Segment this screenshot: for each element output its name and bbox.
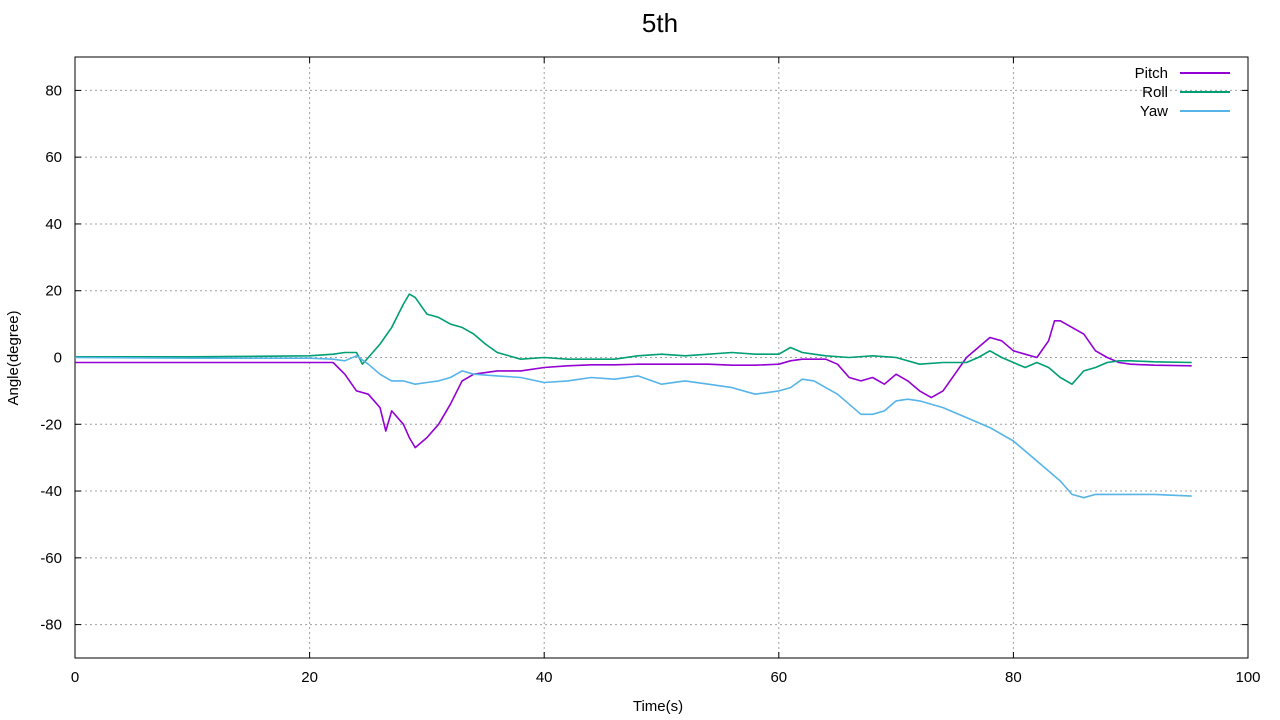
y-tick-label: -20 [40,416,62,433]
series-line-yaw [74,355,1192,499]
series-line-roll [75,293,1192,385]
x-tick-label: 100 [1235,669,1260,686]
y-tick-label: 0 [54,350,62,367]
y-tick-label: -40 [40,483,62,500]
chart-title: 5th [642,8,678,38]
x-tick-label: 60 [770,669,787,686]
grid-lines [75,57,1248,658]
y-tick-label: 60 [45,149,62,166]
legend-label-roll: Roll [1142,84,1168,101]
legend: Pitch Roll Yaw [1135,65,1230,120]
axes: 0 20 40 60 80 100 -80 -60 -40 -20 0 20 40 60 80 [40,56,1261,686]
series-line-pitch [75,320,1192,449]
y-tick-label: -60 [40,550,62,567]
y-axis-label: Angle(degree) [5,310,22,405]
y-tick-label: 40 [45,216,62,233]
legend-label-yaw: Yaw [1140,103,1168,120]
x-tick-label: 20 [301,669,318,686]
y-tick-label: -80 [40,617,62,634]
x-axis-label: Time(s) [633,698,683,715]
y-tick-label: 80 [45,82,62,99]
x-tick-label: 0 [71,669,79,686]
x-tick-label: 40 [536,669,553,686]
x-tick-label: 80 [1005,669,1022,686]
series-lines [74,293,1192,499]
y-tick-label: 20 [45,283,62,300]
legend-label-pitch: Pitch [1135,65,1168,82]
